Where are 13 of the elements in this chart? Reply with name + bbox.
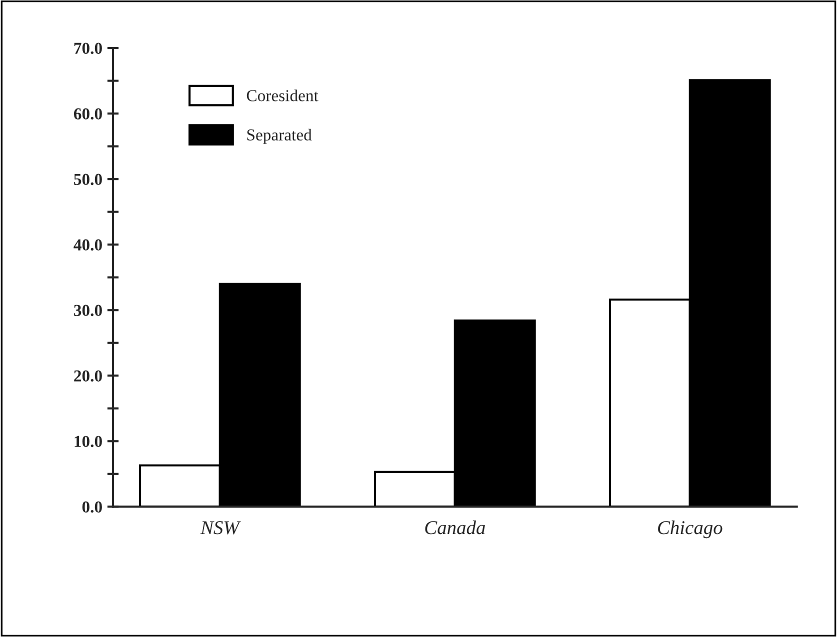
y-tick-label: 70.0 bbox=[74, 42, 102, 54]
x-tick-label: Chicago bbox=[658, 520, 722, 538]
y-tick-label: 0.0 bbox=[82, 501, 102, 513]
legend-label: Separated bbox=[247, 128, 312, 144]
x-tick-label: Canada bbox=[425, 520, 485, 534]
y-tick-label: 40.0 bbox=[74, 239, 102, 251]
y-tick-label: 60.0 bbox=[74, 108, 102, 120]
y-tick-label: 50.0 bbox=[74, 174, 102, 186]
legend-label: Coresident bbox=[246, 90, 318, 102]
y-tick-label: 30.0 bbox=[74, 304, 102, 316]
y-tick-label: 10.0 bbox=[74, 436, 102, 448]
x-tick-label: NSW bbox=[200, 521, 241, 534]
y-tick-label: 20.0 bbox=[74, 370, 102, 382]
